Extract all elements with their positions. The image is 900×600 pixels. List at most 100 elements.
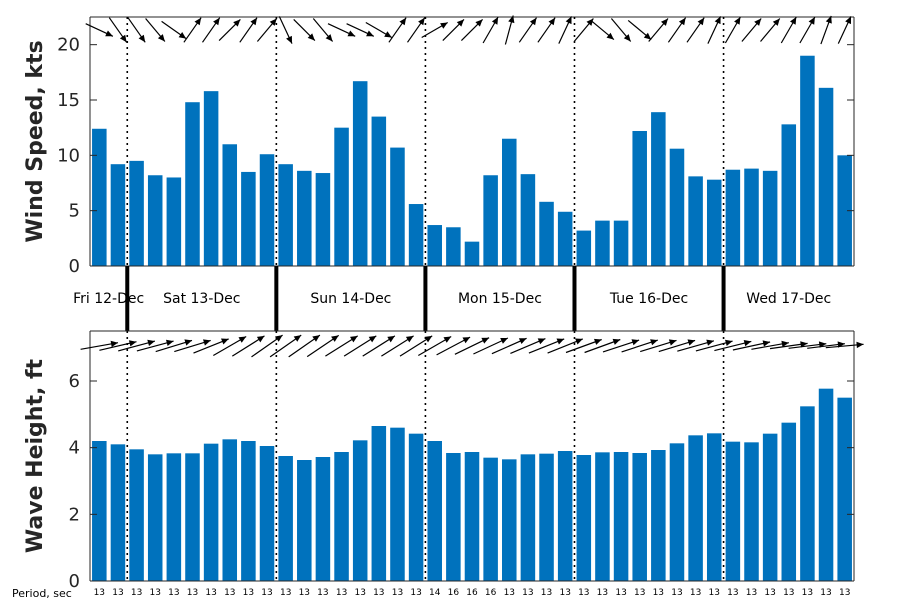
wind-bar bbox=[520, 174, 536, 266]
wave-bar bbox=[446, 453, 461, 581]
wave-direction-arrow bbox=[658, 339, 696, 353]
wind-direction-arrow bbox=[145, 18, 166, 42]
wind-bar bbox=[818, 87, 834, 266]
wind-bar bbox=[688, 176, 703, 266]
wind-direction-arrow bbox=[161, 20, 187, 40]
period-value: 13 bbox=[615, 588, 626, 598]
wave-direction-arrow bbox=[118, 339, 156, 352]
wave-direction-arrow bbox=[193, 338, 229, 354]
wind-direction-arrow bbox=[108, 17, 128, 43]
wind-bar bbox=[278, 164, 293, 266]
wind-bar bbox=[632, 130, 647, 266]
wave-bar bbox=[688, 435, 703, 581]
wave-direction-arrow bbox=[491, 337, 527, 355]
period-value: 13 bbox=[94, 588, 105, 598]
wind-ytick-label: 0 bbox=[69, 256, 80, 277]
wave-direction-arrow bbox=[288, 334, 321, 358]
wind-direction-arrow bbox=[183, 17, 202, 43]
wave-bar bbox=[576, 455, 592, 581]
wave-direction-arrow bbox=[212, 335, 247, 357]
wind-bar bbox=[706, 179, 722, 266]
wind-bar bbox=[390, 147, 405, 266]
period-value: 13 bbox=[764, 588, 775, 598]
wind-direction-arrow bbox=[293, 18, 316, 42]
wind-direction-arrow bbox=[648, 18, 669, 42]
wind-bar bbox=[297, 170, 312, 266]
wave-direction-arrow bbox=[510, 338, 546, 354]
wave-direction-arrow bbox=[825, 341, 864, 349]
wave-bar bbox=[297, 460, 312, 581]
wave-bar bbox=[800, 406, 815, 581]
wind-bar bbox=[576, 230, 592, 266]
period-value: 13 bbox=[280, 588, 291, 598]
period-value: 13 bbox=[746, 588, 757, 598]
wave-direction-arrow bbox=[528, 338, 565, 354]
wind-bar bbox=[315, 173, 331, 266]
wind-direction-arrow bbox=[590, 19, 615, 41]
wind-direction-arrow bbox=[724, 16, 741, 44]
wave-direction-arrow bbox=[714, 340, 752, 352]
wave-direction-arrow bbox=[454, 337, 490, 355]
period-row-label: Period, sec bbox=[12, 587, 72, 600]
day-label: Wed 17-Dec bbox=[746, 291, 831, 307]
wind-direction-arrow bbox=[346, 23, 375, 37]
wave-bar bbox=[334, 452, 349, 581]
wind-ytick-label: 15 bbox=[57, 90, 80, 111]
wind-direction-arrow bbox=[537, 17, 556, 43]
wave-ytick-label: 4 bbox=[69, 438, 80, 459]
period-value: 13 bbox=[802, 588, 813, 598]
wave-bar bbox=[129, 449, 144, 581]
period-value: 13 bbox=[112, 588, 123, 598]
wave-bar bbox=[371, 426, 387, 581]
wave-bar bbox=[520, 454, 536, 581]
wind-bar bbox=[557, 211, 573, 266]
wave-bar bbox=[613, 452, 629, 581]
wave-direction-arrow bbox=[251, 334, 283, 358]
day-label: Mon 15-Dec bbox=[458, 291, 542, 307]
wind-direction-arrow bbox=[85, 23, 114, 37]
wave-bar bbox=[837, 397, 852, 581]
wind-direction-arrow bbox=[388, 17, 407, 43]
wave-bar bbox=[502, 459, 517, 581]
wave-bar bbox=[483, 457, 498, 581]
wind-bar bbox=[613, 220, 629, 266]
wave-bar bbox=[595, 452, 610, 581]
wind-bar bbox=[427, 225, 442, 266]
wind-direction-arrow bbox=[760, 18, 781, 42]
wave-direction-arrow bbox=[640, 339, 677, 353]
period-value: 13 bbox=[149, 588, 160, 598]
wave-bar bbox=[762, 433, 778, 581]
period-value: 13 bbox=[299, 588, 310, 598]
wind-direction-arrow bbox=[837, 16, 852, 44]
period-value: 16 bbox=[448, 588, 460, 598]
period-value: 13 bbox=[392, 588, 403, 598]
wave-direction-arrow bbox=[231, 335, 265, 357]
wave-direction-arrow bbox=[436, 336, 471, 356]
wave-direction-arrow bbox=[399, 335, 433, 357]
wind-bar bbox=[371, 116, 387, 266]
wave-bar bbox=[278, 456, 293, 581]
wave-ytick-label: 0 bbox=[69, 571, 80, 592]
wave-direction-arrow bbox=[136, 339, 174, 352]
wind-bar bbox=[334, 127, 349, 266]
wave-direction-arrow bbox=[362, 335, 396, 357]
wind-direction-arrow bbox=[421, 21, 448, 39]
period-value: 13 bbox=[224, 588, 235, 598]
wind-direction-arrow bbox=[741, 18, 762, 42]
wave-direction-arrow bbox=[381, 335, 414, 357]
wind-bar bbox=[222, 144, 238, 266]
wind-bar bbox=[725, 169, 741, 266]
wind-bar bbox=[203, 91, 219, 267]
wave-direction-arrow bbox=[565, 338, 602, 354]
period-value: 13 bbox=[131, 588, 142, 598]
day-label: Sun 14-Dec bbox=[310, 291, 391, 307]
wind-direction-arrow bbox=[573, 18, 594, 42]
wind-direction-arrow bbox=[256, 18, 278, 42]
wind-direction-arrow bbox=[442, 18, 465, 42]
wave-ylabel: Wave Height, ft bbox=[23, 358, 48, 553]
period-value: 14 bbox=[429, 588, 441, 598]
wind-bar bbox=[800, 55, 815, 267]
day-label-strip: Fri 12-Dec Sat 13-Dec Sun 14-Dec Mon 15-Dec… bbox=[73, 266, 831, 331]
wind-direction-arrow bbox=[127, 17, 146, 43]
